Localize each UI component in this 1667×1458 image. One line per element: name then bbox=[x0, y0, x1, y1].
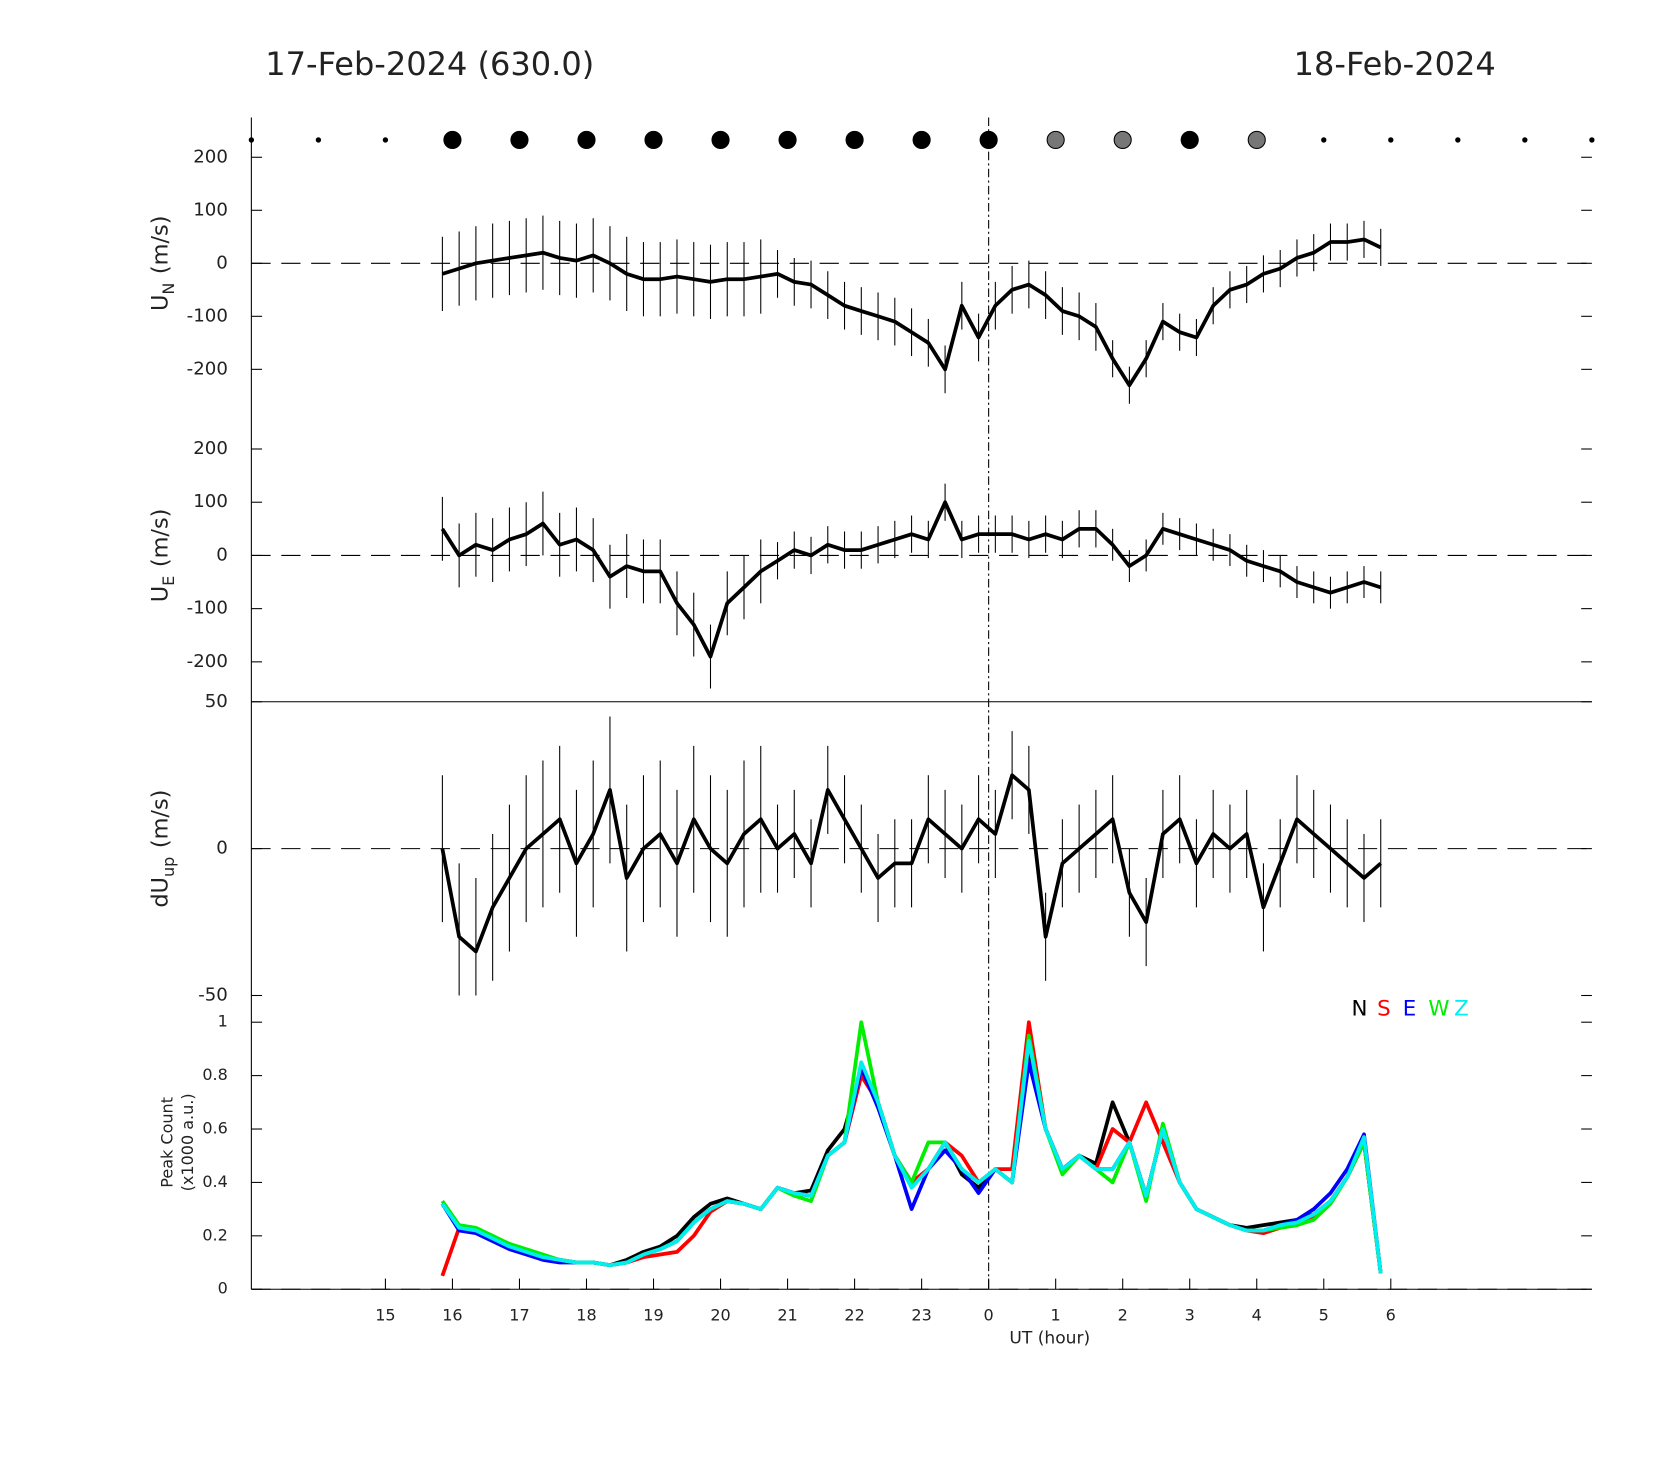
label-sub: N bbox=[159, 283, 178, 295]
cloud-marker bbox=[1455, 137, 1461, 143]
y-tick-label: 0.4 bbox=[202, 1172, 227, 1191]
x-tick-label: 19 bbox=[643, 1305, 663, 1324]
y-tick-label: 100 bbox=[193, 199, 228, 220]
data-line bbox=[440, 773, 1382, 954]
x-tick-label: 20 bbox=[710, 1305, 730, 1324]
cloud-marker bbox=[778, 130, 797, 150]
data-line bbox=[440, 1039, 1383, 1274]
y-axis-label: Peak Count bbox=[158, 1097, 177, 1188]
x-tick-label: 16 bbox=[442, 1305, 462, 1324]
data-line bbox=[440, 1020, 1383, 1277]
cloud-marker bbox=[1113, 130, 1132, 150]
legend-entry: E bbox=[1403, 996, 1417, 1021]
cloud-marker bbox=[1589, 137, 1595, 143]
x-tick-label: 18 bbox=[576, 1305, 596, 1324]
y-axis-label: (x1000 a.u.) bbox=[178, 1093, 197, 1191]
y-tick-label: 0 bbox=[216, 252, 228, 273]
cloud-marker bbox=[644, 130, 663, 150]
plot-area bbox=[441, 215, 1382, 404]
y-tick-label: -200 bbox=[187, 358, 228, 379]
x-tick-label: 0 bbox=[984, 1305, 994, 1324]
label-unit: (m/s) bbox=[147, 790, 173, 849]
legend-entry: N bbox=[1352, 996, 1368, 1021]
x-tick-label: 21 bbox=[777, 1305, 797, 1324]
cloud-marker bbox=[315, 137, 322, 143]
cloud-marker bbox=[912, 130, 931, 150]
x-axis-label: UT (hour) bbox=[1009, 1328, 1090, 1348]
y-tick-label: 0 bbox=[218, 1279, 228, 1298]
cloud-marker bbox=[1046, 130, 1065, 150]
x-tick-label: 15 bbox=[375, 1305, 395, 1324]
title-right: 18-Feb-2024 bbox=[1294, 45, 1496, 83]
x-tick-label: 5 bbox=[1319, 1305, 1329, 1324]
y-tick-label: 0 bbox=[216, 838, 228, 859]
x-tick-label: 3 bbox=[1185, 1305, 1195, 1324]
title-left: 17-Feb-2024 (630.0) bbox=[265, 45, 594, 83]
legend-entry: W bbox=[1428, 996, 1449, 1021]
x-tick-label: 1 bbox=[1051, 1305, 1061, 1324]
y-tick-label: 0.2 bbox=[202, 1225, 227, 1244]
cloud-marker bbox=[1388, 137, 1394, 143]
y-axis-label: dUup (m/s) bbox=[147, 790, 178, 908]
legend-entry: S bbox=[1377, 996, 1391, 1021]
y-tick-label: 0.8 bbox=[202, 1065, 227, 1084]
label-main: U bbox=[147, 586, 173, 602]
cloud-marker bbox=[1522, 137, 1528, 143]
label-main: U bbox=[147, 295, 173, 311]
x-tick-label: 23 bbox=[911, 1305, 931, 1324]
y-axis-label: UE (m/s) bbox=[147, 509, 178, 603]
y-tick-label: -200 bbox=[187, 651, 228, 672]
plot-area bbox=[440, 716, 1382, 996]
cloud-marker bbox=[577, 130, 596, 150]
y-tick-label: -100 bbox=[187, 598, 228, 619]
cloud-marker bbox=[248, 137, 255, 143]
y-tick-label: -50 bbox=[198, 984, 228, 1005]
label-main: dU bbox=[147, 877, 173, 908]
data-line bbox=[440, 1047, 1383, 1274]
y-tick-label: 200 bbox=[193, 438, 228, 459]
cloud-marker bbox=[1180, 130, 1199, 150]
label-unit: (m/s) bbox=[147, 216, 173, 275]
y-tick-label: 0.6 bbox=[202, 1119, 227, 1138]
x-tick-label: 6 bbox=[1386, 1305, 1396, 1324]
cloud-marker bbox=[510, 130, 529, 150]
cloud-marker bbox=[382, 137, 389, 143]
cloud-marker bbox=[711, 130, 730, 150]
data-line bbox=[441, 237, 1382, 388]
cloud-marker bbox=[845, 130, 864, 150]
x-tick-label: 4 bbox=[1252, 1305, 1262, 1324]
label-unit: (m/s) bbox=[147, 509, 173, 568]
plot-area bbox=[440, 1020, 1383, 1277]
label-sub: E bbox=[159, 576, 178, 586]
x-tick-label: 2 bbox=[1118, 1305, 1128, 1324]
cloud-marker bbox=[1247, 130, 1266, 150]
legend-entry: Z bbox=[1454, 996, 1469, 1021]
y-tick-label: 200 bbox=[193, 146, 228, 167]
cloud-marker bbox=[443, 130, 462, 150]
label-sub: up bbox=[159, 857, 178, 877]
x-tick-label: 22 bbox=[844, 1305, 864, 1324]
y-tick-label: 0 bbox=[216, 544, 228, 565]
y-axis-label: UN (m/s) bbox=[147, 216, 178, 312]
y-tick-label: 100 bbox=[193, 491, 228, 512]
plot-area bbox=[440, 483, 1382, 689]
x-tick-label: 17 bbox=[509, 1305, 529, 1324]
data-line bbox=[440, 1060, 1383, 1274]
cloud-marker bbox=[1321, 137, 1327, 143]
y-tick-label: 50 bbox=[205, 691, 228, 712]
y-tick-label: -100 bbox=[187, 305, 228, 326]
data-line bbox=[440, 500, 1382, 659]
y-tick-label: 1 bbox=[218, 1012, 228, 1031]
data-line bbox=[440, 1020, 1383, 1274]
